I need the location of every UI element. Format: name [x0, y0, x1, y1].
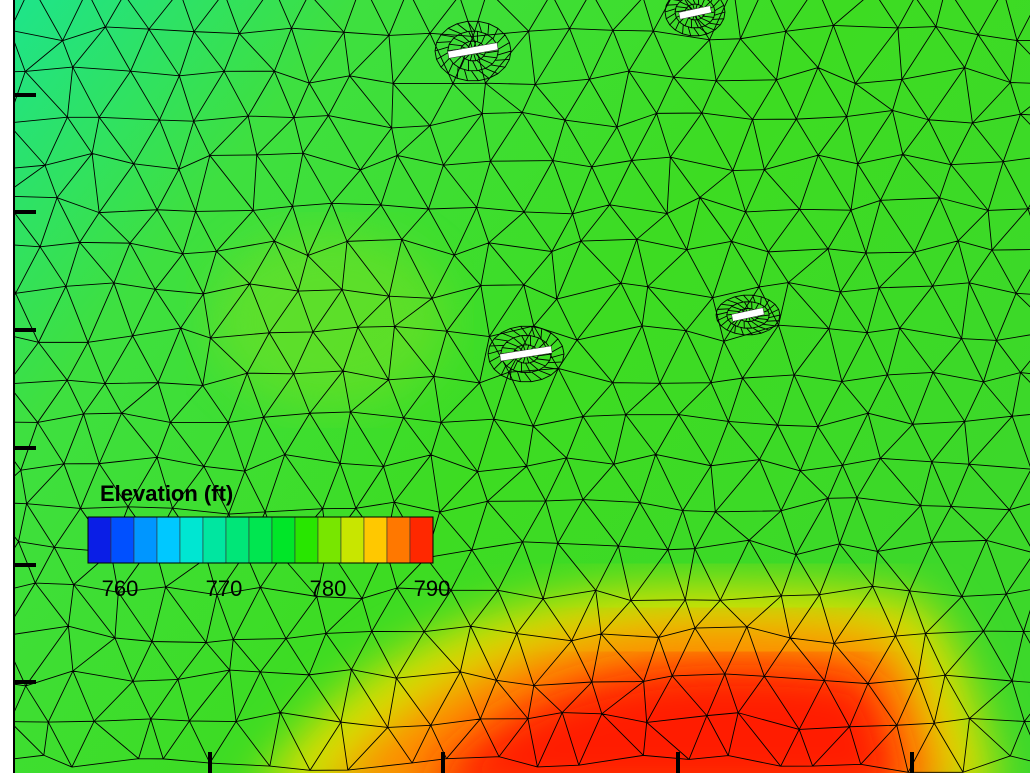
colorbar-cell: [364, 517, 387, 563]
field: [0, 0, 1030, 773]
colorbar-tick-label: 790: [414, 576, 451, 601]
colorbar-cell: [387, 517, 410, 563]
colorbar-tick-label: 760: [102, 576, 139, 601]
colorbar-cell: [226, 517, 249, 563]
colorbar-cell: [318, 517, 341, 563]
colorbar-cell: [341, 517, 364, 563]
colorbar-cell: [203, 517, 226, 563]
colorbar-cell: [111, 517, 134, 563]
legend-title: Elevation (ft): [100, 481, 233, 506]
colorbar-cell: [410, 517, 433, 563]
colorbar-cell: [157, 517, 180, 563]
colorbar-tick-label: 770: [206, 576, 243, 601]
colorbar-cell: [249, 517, 272, 563]
colorbar-tick-label: 780: [310, 576, 347, 601]
contour-plot: Elevation (ft) 760 770 780 790: [0, 0, 1030, 773]
field-patch: [210, 230, 450, 410]
colorbar-cell: [295, 517, 318, 563]
colorbar-cell: [180, 517, 203, 563]
colorbar-cell: [88, 517, 111, 563]
colorbar-cell: [272, 517, 295, 563]
colorbar-cell: [134, 517, 157, 563]
